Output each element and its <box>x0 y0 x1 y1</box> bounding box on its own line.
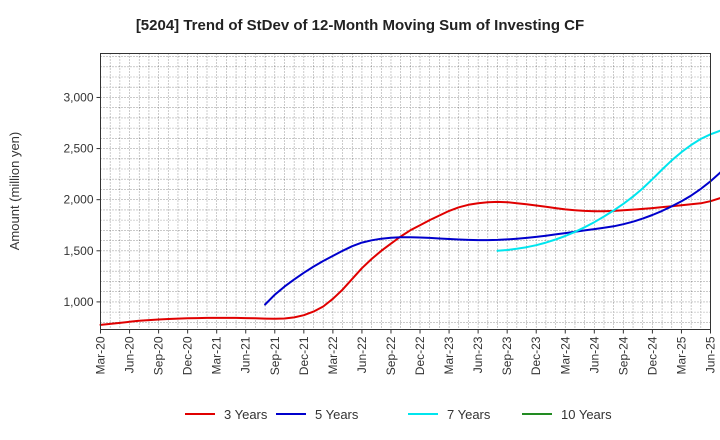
y-tick-label: 2,000 <box>63 193 93 207</box>
x-tick-label: Jun-20 <box>123 336 137 373</box>
x-tick-label: Jun-25 <box>704 336 718 373</box>
legend-label-3-years: 3 Years <box>224 407 268 422</box>
x-tick-label: Dec-22 <box>413 336 427 375</box>
series-line-5-years <box>264 171 720 306</box>
legend-label-10-years: 10 Years <box>561 407 612 422</box>
x-tick-label: Jun-21 <box>239 336 253 373</box>
x-tick-label: Dec-20 <box>181 336 195 375</box>
y-tick-label: 3,000 <box>63 90 93 104</box>
x-tick-label: Sep-24 <box>616 336 630 375</box>
plot-frame <box>100 53 711 330</box>
y-tick-label: 1,000 <box>63 295 93 309</box>
x-tick-label: Dec-21 <box>297 336 311 375</box>
x-tick-label: Sep-21 <box>268 336 282 375</box>
x-tick-label: Sep-20 <box>152 336 166 375</box>
y-tick-label: 1,500 <box>63 244 93 258</box>
series-line-3-years <box>99 197 720 326</box>
y-axis: 1,000 1,500 2,000 2,500 3,000 <box>63 90 101 309</box>
x-tick-label: Sep-22 <box>384 336 398 375</box>
x-tick-label: Mar-25 <box>674 336 688 374</box>
legend: 3 Years 5 Years 7 Years 10 Years <box>185 407 612 422</box>
x-tick-label: Mar-20 <box>94 336 108 374</box>
x-axis: Mar-20 Jun-20 Sep-20 Dec-20 Mar-21 Jun-21 Sep-… <box>94 329 718 375</box>
x-tick-label: Mar-23 <box>442 336 456 374</box>
series-line-7-years <box>496 129 720 252</box>
x-tick-label: Mar-24 <box>558 336 572 374</box>
grid <box>100 53 711 330</box>
chart-title: [5204] Trend of StDev of 12-Month Moving… <box>136 17 584 34</box>
x-tick-label: Dec-24 <box>645 336 659 375</box>
x-tick-label: Jun-24 <box>587 336 601 373</box>
x-tick-label: Mar-21 <box>210 336 224 374</box>
y-tick-label: 2,500 <box>63 142 93 156</box>
x-tick-label: Mar-22 <box>326 336 340 374</box>
y-axis-label: Amount (million yen) <box>7 132 22 251</box>
x-tick-label: Jun-23 <box>471 336 485 373</box>
x-tick-label: Jun-22 <box>355 336 369 373</box>
plot-area <box>100 53 711 330</box>
series-layer <box>99 129 720 326</box>
legend-label-5-years: 5 Years <box>315 407 359 422</box>
legend-label-7-years: 7 Years <box>447 407 491 422</box>
x-tick-label: Dec-23 <box>529 336 543 375</box>
x-tick-label: Sep-23 <box>500 336 514 375</box>
